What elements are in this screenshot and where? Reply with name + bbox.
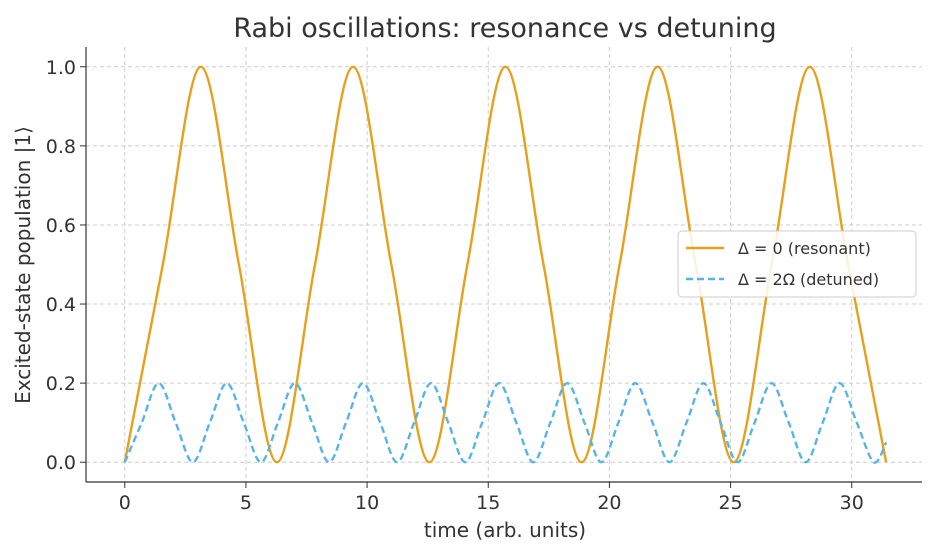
x-axis-label: time (arb. units) bbox=[424, 518, 586, 542]
y-tick-label: 0.6 bbox=[46, 215, 76, 237]
chart-title: Rabi oscillations: resonance vs detuning bbox=[233, 13, 776, 44]
x-tick-label: 20 bbox=[597, 492, 621, 514]
x-tick-label: 15 bbox=[476, 492, 500, 514]
legend-label-detuned: Δ = 2Ω (detuned) bbox=[738, 270, 879, 289]
series-line-1 bbox=[123, 381, 888, 464]
y-tick-label: 0.8 bbox=[46, 136, 76, 158]
legend-label-resonant: Δ = 0 (resonant) bbox=[738, 239, 871, 258]
legend-box bbox=[677, 230, 917, 298]
x-tick-label: 0 bbox=[119, 492, 131, 514]
ticks: 0 5 10 15 20 25 30 0.0 0.2 0.4 0.6 0.8 1.0 bbox=[46, 57, 864, 514]
y-axis-label: Excited-state population |1⟩ bbox=[11, 126, 35, 404]
x-tick-label: 5 bbox=[240, 492, 252, 514]
series-line-0 bbox=[123, 65, 888, 464]
y-tick-label: 0.2 bbox=[46, 373, 76, 395]
legend: Δ = 0 (resonant) Δ = 2Ω (detuned) bbox=[677, 230, 917, 298]
x-tick-label: 30 bbox=[840, 492, 864, 514]
y-tick-label: 1.0 bbox=[46, 57, 76, 79]
x-tick-label: 10 bbox=[355, 492, 379, 514]
y-tick-label: 0.0 bbox=[46, 452, 76, 474]
y-tick-label: 0.4 bbox=[46, 294, 76, 316]
x-tick-label: 25 bbox=[718, 492, 742, 514]
series-lines bbox=[123, 65, 888, 464]
axes bbox=[85, 47, 922, 483]
